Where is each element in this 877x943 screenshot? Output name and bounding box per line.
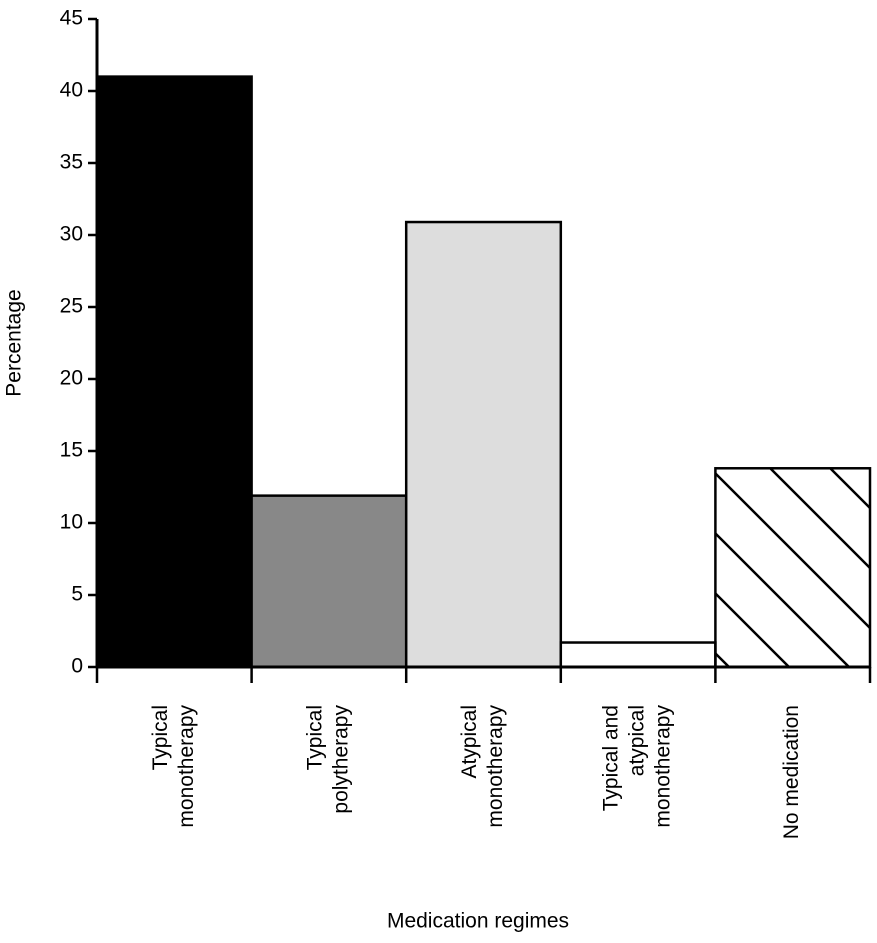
x-tick-label: atypical [626,705,649,776]
x-tick-label: No medication [780,705,803,839]
bar [250,494,408,669]
x-tick-label: monotherapy [652,705,675,828]
x-axis-title: Medication regimes [387,910,569,933]
y-axis-title: Percentage [3,289,26,396]
y-tick-label: 45 [60,7,83,30]
y-tick-label: 10 [60,511,83,534]
y-tick-label: 25 [60,295,83,318]
x-tick-label: Typical and [600,705,623,811]
x-tick-label: monotherapy [484,705,507,828]
x-tick-label: Typical [303,705,326,770]
bar [714,467,872,669]
x-tick-label: Atypical [458,705,481,779]
x-tick-label: Typical [149,705,172,770]
x-tick-label: polytherapy [329,705,352,814]
y-tick-label: 5 [71,583,83,606]
y-tick-label: 40 [60,79,83,102]
y-tick-label: 20 [60,367,83,390]
bar [95,75,253,669]
y-tick-label: 15 [60,439,83,462]
y-tick-label: 30 [60,223,83,246]
bar [559,641,717,669]
bar [404,220,563,669]
x-tick-label: monotherapy [175,705,198,828]
y-tick-label: 35 [60,151,83,174]
y-tick-label: 0 [71,655,83,678]
